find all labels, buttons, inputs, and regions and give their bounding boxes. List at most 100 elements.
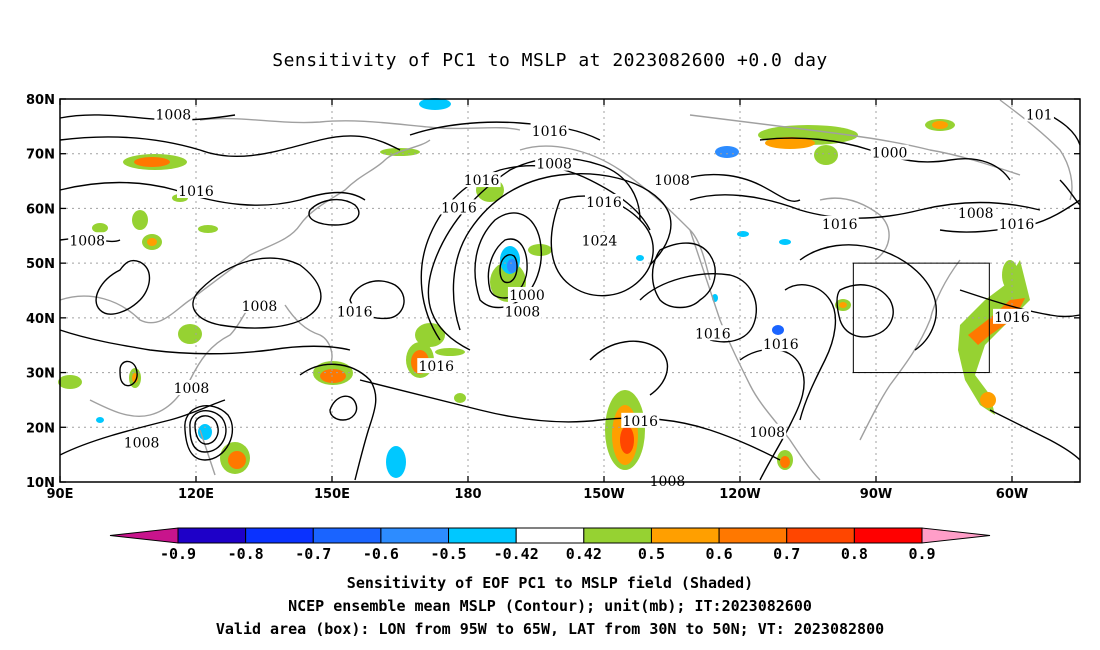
contour-label: 1008 <box>174 381 210 397</box>
shade-patch <box>435 348 465 356</box>
shade-patch <box>772 325 784 335</box>
isobar <box>189 410 227 453</box>
coastline-asia <box>59 139 431 324</box>
contour-label-bg <box>530 122 569 138</box>
isobar <box>639 273 757 343</box>
contour-label-bg <box>761 336 800 352</box>
colorbar: -0.9 -0.8 -0.7 -0.6 -0.5 -0.42 0.42 0.5 0.6 0.7 0.… <box>109 527 991 563</box>
isobar <box>799 244 937 351</box>
latitude-tick-labels: 80N 70N 60N 50N 40N 30N 20N 10N <box>26 93 55 491</box>
contour-label: 1016 <box>586 195 622 211</box>
isobar <box>308 198 360 226</box>
isobar <box>299 363 377 481</box>
map-frame <box>59 98 1081 483</box>
contour-label: 1008 <box>124 436 160 452</box>
contour-label: 1008 <box>654 173 690 189</box>
shade-patch <box>839 302 847 308</box>
contour-label: 1000 <box>509 288 545 304</box>
contour-label: 1016 <box>999 217 1035 233</box>
contour-label-bg <box>503 303 542 319</box>
colorbar-label: 0.8 <box>841 545 868 563</box>
colorbar-label: -0.8 <box>228 545 264 563</box>
isobar <box>1059 179 1081 206</box>
colorbar-segment <box>177 527 247 544</box>
colorbar-label: -0.9 <box>160 545 196 563</box>
colorbar-label: 0.42 <box>566 545 602 563</box>
lon-tick-label: 120W <box>719 487 760 502</box>
contour-label-bg <box>820 215 859 231</box>
isobar <box>184 405 234 461</box>
shade-patch <box>92 223 108 233</box>
colorbar-segment <box>380 527 450 544</box>
contour-label-bg <box>748 423 787 439</box>
colorbar-segment <box>515 527 585 544</box>
shade-patch <box>715 146 739 158</box>
shade-patch <box>528 244 552 256</box>
lat-tick-label: 10N <box>26 476 55 491</box>
contour-label: 1016 <box>822 217 858 233</box>
lat-tick-label: 60N <box>26 202 55 217</box>
shade-patch <box>507 259 517 273</box>
colorbar-segment <box>245 527 314 544</box>
lon-tick-label: 90E <box>47 487 74 502</box>
shade-patch <box>96 417 104 423</box>
contour-label-bg <box>1024 106 1054 122</box>
shade-patch <box>228 451 246 469</box>
colorbar-label: 0.6 <box>706 545 733 563</box>
contour-label-bg <box>462 172 501 188</box>
coastline-northamerica-west <box>689 229 821 481</box>
shade-patch <box>814 145 838 165</box>
contour-label: 1016 <box>441 200 477 216</box>
shade-patch <box>620 426 634 454</box>
shade-patch <box>636 255 644 261</box>
shade-patch <box>980 392 996 408</box>
shade-patch <box>147 238 157 246</box>
colorbar-segment <box>786 527 855 544</box>
isobar <box>689 194 1041 219</box>
colorbar-label: -0.5 <box>430 545 466 563</box>
contour-label: 1008 <box>749 425 785 441</box>
contour-label: 1008 <box>156 107 192 123</box>
contour-label: 1008 <box>505 304 541 320</box>
contour-label: 1016 <box>178 184 214 200</box>
lon-tick-label: 150E <box>314 487 350 502</box>
valid-area-box <box>852 262 990 374</box>
contour-label: 1024 <box>582 233 618 249</box>
shade-patch <box>737 231 749 237</box>
colorbar-label: -0.6 <box>363 545 399 563</box>
contour-label: 1016 <box>994 310 1030 326</box>
shade-patch <box>320 369 346 383</box>
shade-patch <box>932 121 948 129</box>
contour-label-bg <box>993 308 1031 324</box>
chart-title: Sensitivity of PC1 to MSLP at 2023082600… <box>272 50 828 71</box>
colorbar-label: 0.5 <box>638 545 665 563</box>
contour-label-bg <box>68 232 107 248</box>
caption-valid-area: Valid area (box): LON from 95W to 65W, L… <box>215 620 885 638</box>
contour-label: 1008 <box>536 157 572 173</box>
contour-label: 1016 <box>418 359 454 375</box>
contour-label-bg <box>997 215 1036 231</box>
contour-label: 1008 <box>958 206 994 222</box>
isobar <box>59 329 351 355</box>
isobar <box>427 157 641 351</box>
contour-label-bg <box>335 303 374 319</box>
contour-label-bg <box>648 473 687 488</box>
isobar <box>452 173 672 331</box>
isobar <box>651 242 716 309</box>
lat-tick-label: 30N <box>26 367 55 382</box>
shade-patch <box>198 225 218 233</box>
contour-label-bg <box>439 199 478 215</box>
isobar <box>989 409 1081 461</box>
lat-tick-label: 20N <box>26 421 55 436</box>
isobar <box>59 135 401 157</box>
contour-label-bg <box>172 379 211 395</box>
contour-label: 1016 <box>695 326 731 342</box>
lat-lon-grid <box>60 99 1080 482</box>
shade-patch <box>419 98 451 110</box>
isobar <box>194 415 219 445</box>
lon-tick-label: 120E <box>178 487 214 502</box>
lat-tick-label: 70N <box>26 148 55 163</box>
contour-label: 1016 <box>337 304 373 320</box>
